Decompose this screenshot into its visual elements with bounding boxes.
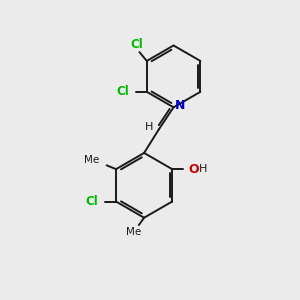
- Text: O: O: [188, 163, 199, 176]
- Text: Me: Me: [126, 227, 141, 237]
- Text: Cl: Cl: [130, 38, 143, 51]
- Text: H: H: [199, 164, 207, 174]
- Text: Cl: Cl: [116, 85, 129, 98]
- Text: H: H: [145, 122, 154, 132]
- Text: Me: Me: [84, 155, 99, 165]
- Text: Cl: Cl: [85, 195, 98, 208]
- Text: N: N: [175, 99, 185, 112]
